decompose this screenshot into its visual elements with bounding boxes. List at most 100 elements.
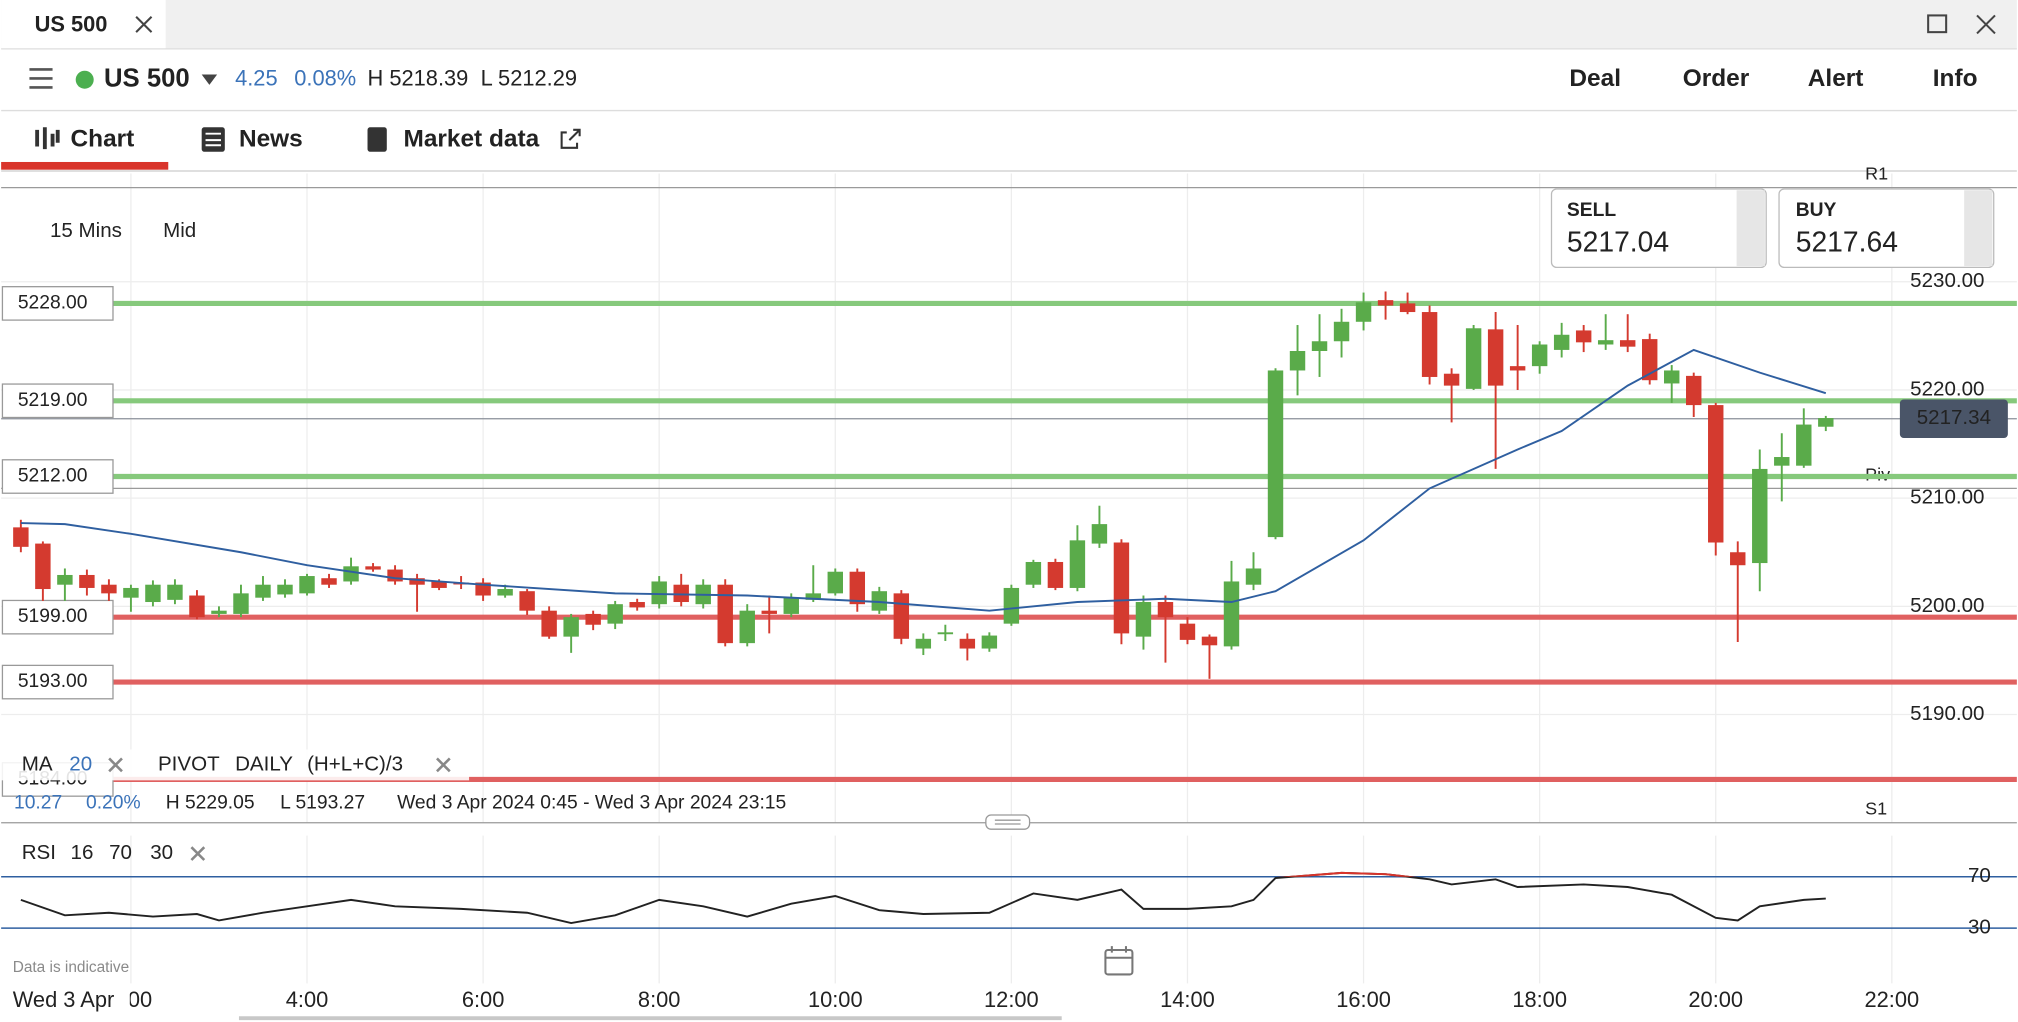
rsi-chart: 2:00 4:00 6:00 8:00 10:00 12:00 14:00 16:00 18:0… [1,835,2017,1012]
candle-body [717,584,733,644]
y-tick-label: 5210.00 [1910,486,1984,509]
range-low: L 5193.27 [280,793,365,814]
status-dot [75,70,94,89]
calendar-icon-detail [1105,946,1133,959]
market-data-icon [367,127,387,152]
level-label: 5212.00 [18,466,88,487]
current-price-box [1899,399,2008,439]
date-label: Wed 3 Apr [13,987,115,1012]
candle-body [189,595,205,618]
close-tab-icon[interactable] [135,15,153,33]
candle-body [541,610,557,637]
order-button[interactable]: Order [1683,65,1750,92]
candle-body [1575,330,1592,343]
calendar-icon[interactable] [1104,948,1134,976]
candle-body [1355,302,1372,322]
x-tick-label: 18:00 [1512,987,1567,1012]
pivot-period: DAILY [235,752,293,775]
candle-body [849,571,866,605]
dropdown-icon[interactable] [201,74,218,85]
candle-body [937,632,954,635]
sell-button[interactable] [1550,188,1767,269]
deal-button[interactable]: Deal [1569,65,1621,92]
candle-body [1796,424,1812,466]
candle-body [1399,303,1416,313]
remove-ma-icon[interactable] [108,757,123,773]
candle-body [1069,540,1086,588]
candle-body [739,610,755,644]
window-tab-title: US 500 [35,11,108,36]
alert-button[interactable]: Alert [1808,65,1864,92]
pivot-label: S1 [1865,799,1887,819]
candle-body [1531,344,1548,367]
candle-body [343,566,359,582]
change-pct: 0.08% [294,65,356,90]
level-label: 5219.00 [18,390,88,411]
ma-line [20,348,1827,612]
sell-button-side [1736,190,1765,267]
candle-body [101,584,117,594]
candle-body [365,566,381,570]
candle-body [563,617,579,637]
y-tick-label: 5200.00 [1910,594,1984,617]
candle-body [1421,312,1438,377]
data-note: Data is indicative [13,959,129,976]
panel-resize-handle[interactable] [985,814,1031,830]
news-tab[interactable]: News [239,126,303,153]
candle-body [893,593,910,639]
candle-body [651,581,667,605]
candle-body [13,527,29,547]
candle-body [1223,581,1240,647]
price-type-selector[interactable]: Mid [163,219,196,242]
buy-price: 5217.64 [1796,226,1898,258]
candle-body [387,569,403,582]
candle-body [871,591,888,611]
chart-tab[interactable]: Chart [71,126,135,153]
chart-overlay: 15 Mins Mid SELL 5217.04 BUY 5217.64 MA … [1,188,1995,1021]
candle-body [1664,370,1680,384]
range-change: 10.27 [14,793,62,814]
candle-body [959,638,976,649]
candle-body [1179,623,1196,640]
x-tick-label: 14:00 [1160,987,1215,1012]
buy-label: BUY [1796,200,1837,221]
close-window-icon[interactable] [1976,14,1996,35]
y-tick-label: 30 [1968,916,1991,939]
instrument-name[interactable]: US 500 [104,65,190,93]
candle-body [35,543,51,590]
x-tick-label: 8:00 [638,987,681,1012]
level-label-box [1,599,114,635]
candle-body [79,574,95,588]
candle-body [1135,602,1152,637]
candle-body [1509,366,1526,371]
tab-bar [1,0,2017,49]
interval-selector[interactable]: 15 Mins [50,219,122,242]
y-tick-label: 5230.00 [1910,269,1984,292]
rsi-overbought-line [1279,871,1416,877]
rsi-upper: 70 [109,841,132,864]
candle-body [783,597,799,614]
candle-body [629,602,645,608]
candle-body [1025,561,1042,585]
active-tab-indicator [1,161,169,170]
candle-body [1003,587,1020,624]
window-tab[interactable] [1,0,166,49]
candle-body [915,638,932,649]
menu-icon[interactable] [29,68,53,89]
maximize-icon[interactable] [1927,14,1948,34]
rsi-legend: RSI [22,841,56,864]
current-price-label: 5217.34 [1917,406,1991,429]
buy-button[interactable] [1778,188,1995,269]
info-button[interactable]: Info [1933,65,1978,92]
candle-body [1752,468,1768,564]
remove-rsi-icon[interactable] [190,846,206,861]
candle-body [1730,552,1746,566]
candle-body [1686,375,1702,406]
y-tick-label: 5190.00 [1910,702,1984,725]
ma-legend: MA [22,752,53,775]
remove-pivot-icon[interactable] [436,757,451,773]
market-data-tab[interactable]: Market data [404,126,540,153]
news-icon-lines [205,132,221,147]
candle-body [1267,370,1284,538]
candle-body [409,578,425,585]
